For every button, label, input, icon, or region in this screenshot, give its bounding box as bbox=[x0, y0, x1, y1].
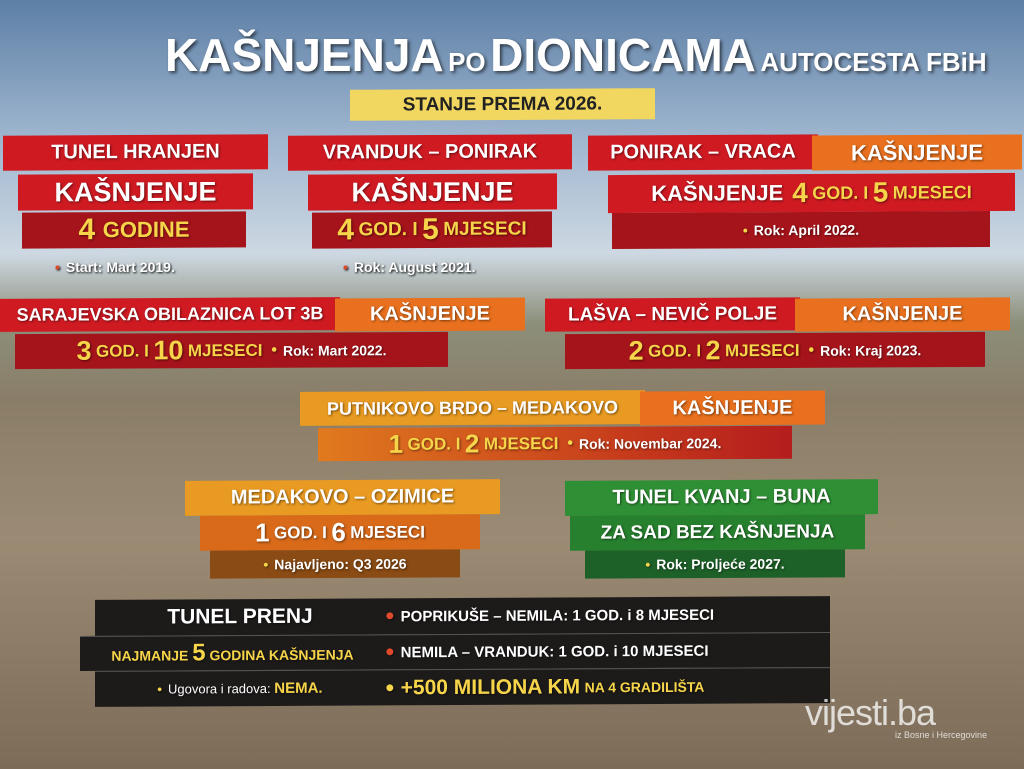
section-note: • Rok: Proljeće 2027. bbox=[585, 549, 845, 579]
delay-value: 4 GOD. I 5 MJESECI bbox=[312, 211, 552, 249]
delay-unit: GODINE bbox=[102, 216, 190, 243]
years-unit: GOD. I bbox=[648, 340, 702, 361]
section-title: TUNEL KVANJ – BUNA bbox=[565, 479, 878, 516]
delay-label: KAŠNJENJE bbox=[651, 180, 784, 206]
delay-label: KAŠNJENJE bbox=[18, 173, 253, 211]
delay-pre: NAJMANJE bbox=[111, 647, 189, 664]
years-unit: GOD. I bbox=[96, 340, 149, 361]
prenj-item-1: POPRIKUŠE – NEMILA: 1 GOD. i 8 MJESECI bbox=[400, 606, 715, 625]
years: 1 bbox=[388, 428, 404, 459]
title-word3: DIONICAMA bbox=[490, 29, 756, 81]
section-title: PUTNIKOVO BRDO – MEDAKOVO bbox=[300, 390, 645, 426]
months-unit: MJESECI bbox=[725, 340, 800, 360]
prenj-row-2: NAJMANJE 5 GODINA KAŠNJENJA ● NEMILA – VR… bbox=[80, 632, 830, 671]
delay-tag: KAŠNJENJE bbox=[335, 297, 525, 332]
months: 2 bbox=[705, 335, 721, 366]
years: 3 bbox=[76, 335, 92, 366]
section-title: SARAJEVSKA OBILAZNICA LOT 3B bbox=[0, 297, 340, 332]
delay-value: 3 GOD. I 10 MJESECI • Rok: Mart 2022. bbox=[15, 331, 448, 370]
section-note: • Najavljeno: Q3 2026 bbox=[210, 549, 460, 579]
note-text: Rok: Mart 2022. bbox=[283, 341, 387, 359]
watermark-tagline: iz Bosne i Hercegovine bbox=[895, 730, 988, 740]
contracts-label: Ugovora i radova: bbox=[167, 681, 271, 697]
section-title: PONIRAK – VRACA bbox=[588, 134, 818, 171]
delay-value: 1 GOD. I 2 MJESECI • Rok: Novembar 2024. bbox=[318, 425, 792, 462]
contracts-value: NEMA. bbox=[274, 679, 323, 697]
page-title: KAŠNJENJA PO DIONICAMA AUTOCESTA FBiH bbox=[165, 28, 987, 82]
subtitle-banner: STANJE PREMA 2026. bbox=[350, 88, 655, 121]
watermark-text: vijesti.ba bbox=[805, 692, 936, 733]
note-text: Rok: Proljeće 2027. bbox=[656, 555, 785, 573]
section-note: • Start: Mart 2019. bbox=[55, 259, 175, 275]
section-title: MEDAKOVO – OZIMICE bbox=[185, 479, 500, 516]
months-unit: MJESECI bbox=[892, 181, 972, 203]
note-text: Rok: August 2021. bbox=[353, 259, 476, 275]
delay-value: 2 GOD. I 2 MJESECI • Rok: Kraj 2023. bbox=[565, 331, 985, 370]
title-word4: AUTOCESTA FBiH bbox=[760, 47, 987, 77]
section-title: VRANDUK – PONIRAK bbox=[288, 134, 572, 171]
delay-value: 4 GODINE bbox=[22, 211, 246, 249]
delay-value: KAŠNJENJE 4 GOD. I 5 MJESECI bbox=[608, 172, 1015, 214]
months: 2 bbox=[464, 428, 480, 459]
months: 5 bbox=[872, 176, 889, 208]
months: 10 bbox=[153, 335, 184, 366]
section-title: LAŠVA – NEVIČ POLJE bbox=[545, 297, 800, 332]
section-title: TUNEL HRANJEN bbox=[3, 134, 268, 171]
section-note: • Rok: August 2021. bbox=[343, 259, 476, 275]
note-text: Najavljeno: Q3 2026 bbox=[274, 555, 407, 573]
note-text: Start: Mart 2019. bbox=[65, 259, 175, 275]
years-unit: GOD. I bbox=[812, 182, 869, 203]
delay-tag: KAŠNJENJE bbox=[640, 390, 825, 426]
years: 4 bbox=[792, 177, 808, 209]
delay-num: 5 bbox=[192, 639, 206, 667]
months: 6 bbox=[331, 516, 346, 548]
prenj-cost: +500 MILIONA KM bbox=[400, 674, 581, 699]
title-word1: KAŠNJENJA bbox=[165, 29, 444, 81]
status: ZA SAD BEZ KAŠNJENJA bbox=[570, 514, 865, 551]
note-text: Rok: April 2022. bbox=[753, 221, 860, 239]
months-unit: MJESECI bbox=[483, 433, 559, 453]
months-unit: MJESECI bbox=[350, 522, 425, 542]
years-unit: GOD. I bbox=[358, 219, 418, 241]
years-unit: GOD. I bbox=[274, 522, 327, 542]
delay-post: GODINA KAŠNJENJA bbox=[209, 646, 354, 664]
delay-tag: KAŠNJENJE bbox=[812, 134, 1022, 171]
years: 2 bbox=[628, 335, 644, 366]
years: 4 bbox=[337, 213, 355, 247]
prenj-cost-post: NA 4 GRADILIŠTA bbox=[584, 678, 705, 695]
delay-num: 4 bbox=[78, 213, 96, 247]
prenj-contracts: • Ugovora i radova: NEMA. bbox=[157, 679, 323, 697]
delay-tag: KAŠNJENJE bbox=[795, 297, 1010, 332]
prenj-item-2: NEMILA – VRANDUK: 1 GOD. i 10 MJESECI bbox=[400, 642, 709, 661]
months-unit: MJESECI bbox=[187, 340, 263, 360]
prenj-row-1: TUNEL PRENJ ● POPRIKUŠE – NEMILA: 1 GOD. … bbox=[95, 596, 830, 636]
years: 1 bbox=[255, 517, 270, 548]
months-unit: MJESECI bbox=[443, 218, 527, 240]
title-word2: PO bbox=[448, 47, 486, 77]
delay-label: KAŠNJENJE bbox=[308, 173, 557, 211]
note-text: Rok: Kraj 2023. bbox=[820, 341, 922, 359]
prenj-delay: NAJMANJE 5 GODINA KAŠNJENJA bbox=[80, 638, 385, 668]
prenj-row-3: • Ugovora i radova: NEMA. ● +500 MILIONA K… bbox=[95, 667, 830, 707]
months: 5 bbox=[422, 212, 439, 247]
delay-value: 1 GOD. I 6 MJESECI bbox=[200, 514, 480, 551]
prenj-title: TUNEL PRENJ bbox=[167, 604, 313, 629]
watermark-logo: vijesti.ba iz Bosne i Hercegovine bbox=[805, 692, 987, 740]
years-unit: GOD. I bbox=[407, 433, 461, 454]
note-text: Rok: Novembar 2024. bbox=[578, 434, 722, 452]
section-note: • Rok: April 2022. bbox=[612, 211, 990, 249]
tunel-prenj-panel: TUNEL PRENJ ● POPRIKUŠE – NEMILA: 1 GOD. … bbox=[80, 596, 830, 707]
